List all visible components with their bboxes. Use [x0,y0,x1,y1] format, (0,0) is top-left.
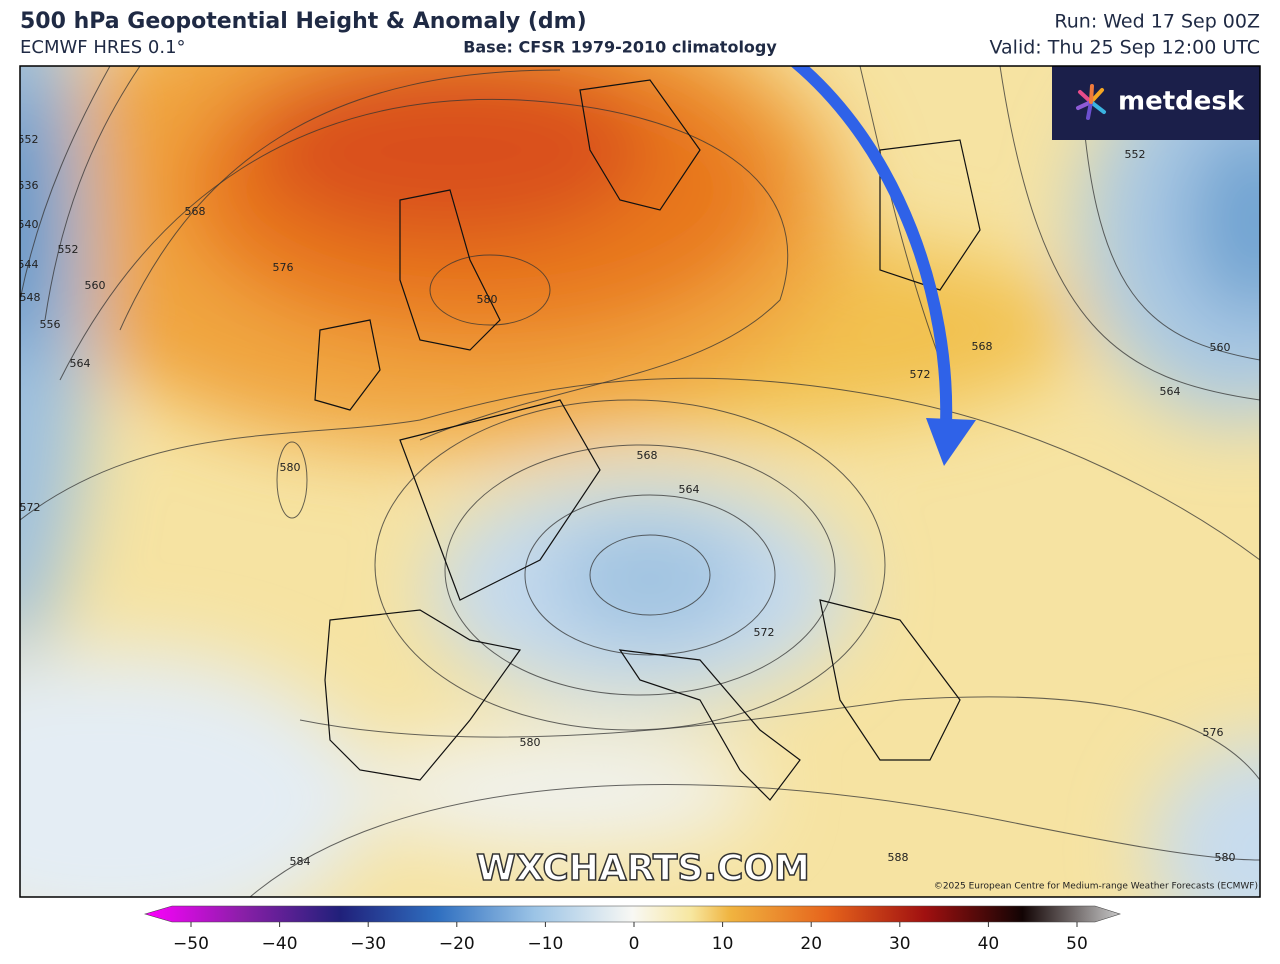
contour-labels: 552 536 540 544 548 552 556 560 564 568 … [18,133,1236,868]
contour-label: 568 [185,205,206,218]
contour-label: 580 [520,736,541,749]
contour-label: 564 [679,483,700,496]
colorbar-tick-label: 10 [712,934,734,954]
contour-label: 536 [18,179,39,192]
map-frame [19,65,1261,898]
contour-label: 560 [1210,341,1231,354]
contour-label: 564 [1160,385,1181,398]
watermark: WXCHARTS.COM [476,848,810,889]
contour-label: 584 [290,855,311,868]
contour-label: 576 [273,261,294,274]
contour-label: 580 [477,293,498,306]
model: ECMWF HRES 0.1° [20,37,186,58]
colorbar-tick-label: −40 [262,934,298,954]
contour-label: 544 [18,258,39,271]
contour-label: 572 [754,626,775,639]
contour-label: 556 [40,318,61,331]
contour-label: 572 [20,501,41,514]
contour-label: 560 [85,279,106,292]
contour-label: 548 [20,291,41,304]
contour-label: 568 [972,340,993,353]
contour-label: 580 [1215,851,1236,864]
contour-label: 540 [18,218,39,231]
contour-label: 572 [910,368,931,381]
contour-label: 580 [280,461,301,474]
run: Run: Wed 17 Sep 00Z [1054,11,1260,33]
contour-label: 588 [888,851,909,864]
colorbar-tick-label: 20 [800,934,822,954]
logo: metdesk [1118,87,1245,117]
colorbar-tick-label: −20 [439,934,475,954]
arrow-head [926,418,976,466]
colorbar-tick-label: 0 [629,934,640,954]
colorbar [143,905,1121,923]
colorbar-tick-label: 40 [978,934,1000,954]
contour-label: 568 [637,449,658,462]
colorbar-tick-label: 30 [889,934,911,954]
contour-label: 552 [18,133,39,146]
base: Base: CFSR 1979-2010 climatology [463,38,777,57]
contour-label: 576 [1203,726,1224,739]
copyright: ©2025 European Centre for Medium-range W… [934,882,1258,892]
title: 500 hPa Geopotential Height & Anomaly (d… [20,9,587,34]
colorbar-tick-label: −10 [527,934,563,954]
colorbar-tick-label: −50 [173,934,209,954]
contour-label: 564 [70,357,91,370]
colorbar-ticks: −50 −40 −30 −20 −10 0 10 20 30 40 50 [173,922,1088,954]
valid: Valid: Thu 25 Sep 12:00 UTC [990,37,1260,59]
contour-label: 552 [58,243,79,256]
arrow [791,66,953,426]
colorbar-tick-label: −30 [350,934,386,954]
colorbar-tick-label: 50 [1066,934,1088,954]
logo-icon [1076,84,1106,120]
contour-label: 552 [1125,148,1146,161]
